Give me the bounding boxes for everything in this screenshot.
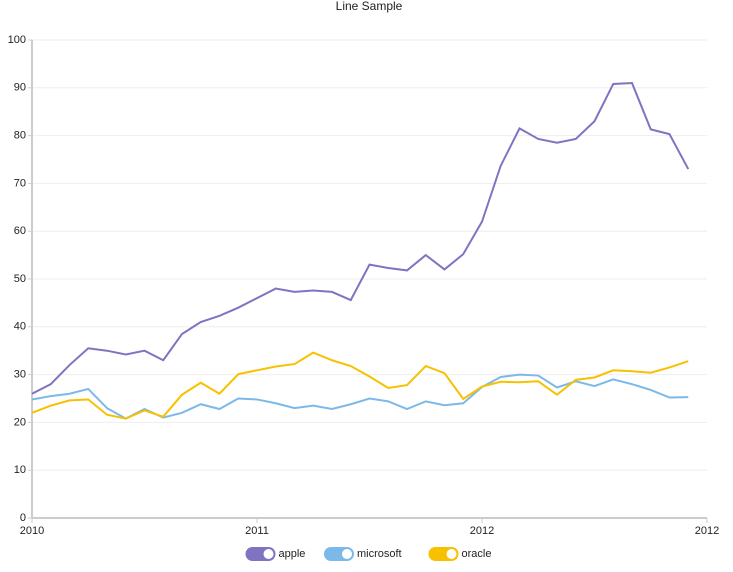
line-series bbox=[31, 373, 689, 420]
y-tick-label: 50 bbox=[14, 273, 26, 285]
legend-label[interactable]: oracle bbox=[462, 548, 492, 560]
x-tick-label: 2012 bbox=[470, 525, 494, 537]
y-tick-label: 100 bbox=[8, 34, 26, 46]
y-tick-label: 70 bbox=[14, 177, 26, 189]
legend-label[interactable]: apple bbox=[279, 548, 306, 560]
x-tick-label: 2012 bbox=[695, 525, 719, 537]
chart-title: Line Sample bbox=[336, 0, 403, 13]
y-tick-label: 20 bbox=[14, 416, 26, 428]
legend-knob[interactable] bbox=[263, 549, 274, 559]
y-tick-label: 30 bbox=[14, 369, 26, 381]
legend-label[interactable]: microsoft bbox=[357, 548, 402, 560]
y-tick-label: 40 bbox=[14, 321, 26, 333]
y-tick-label: 10 bbox=[14, 464, 26, 476]
x-tick-label: 2011 bbox=[245, 525, 269, 537]
y-tick-label: 0 bbox=[20, 512, 26, 524]
x-tick-label: 2010 bbox=[20, 525, 44, 537]
line-series bbox=[31, 81, 690, 395]
y-tick-label: 90 bbox=[14, 82, 26, 94]
y-tick-label: 80 bbox=[14, 130, 26, 142]
line-series bbox=[31, 351, 689, 420]
legend-knob[interactable] bbox=[342, 549, 352, 559]
legend-knob[interactable] bbox=[446, 549, 457, 559]
y-tick-label: 60 bbox=[14, 225, 26, 237]
